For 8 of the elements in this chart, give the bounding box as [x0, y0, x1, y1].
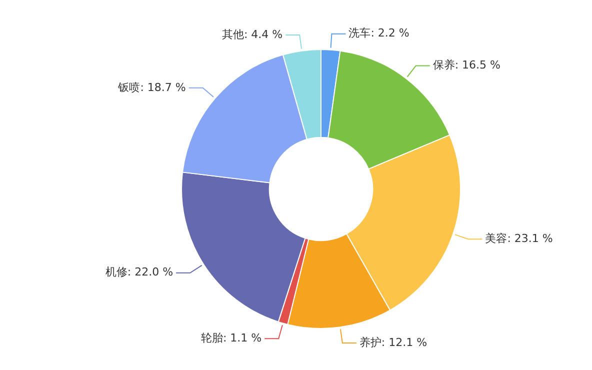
slice-label: 机修: 22.0 % [105, 266, 174, 279]
slice-label: 养护: 12.1 % [359, 336, 428, 349]
slice-label: 轮胎: 1.1 % [200, 331, 262, 344]
slice-label: 保养: 16.5 % [432, 58, 500, 72]
slice-label: 钣喷: 18.7 % [117, 80, 186, 94]
slice-label: 其他: 4.4 % [222, 28, 283, 41]
slice-label: 洗车: 2.2 % [348, 26, 410, 40]
slice-label: 美容: 23.1 % [485, 232, 553, 245]
